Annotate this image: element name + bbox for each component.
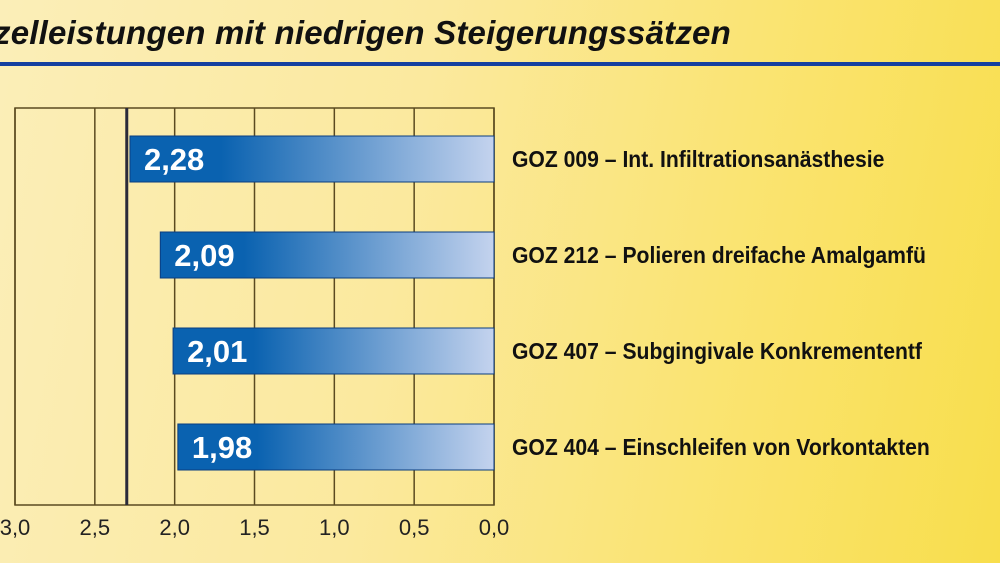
x-tick-label: 0,0 [479, 515, 510, 540]
category-label: GOZ 212 – Polieren dreifache Amalgamfü [512, 242, 926, 268]
category-label: GOZ 009 – Int. Infiltrationsanästhesie [512, 146, 884, 172]
x-tick-label: 2,5 [80, 515, 111, 540]
x-tick-label: 3,0 [0, 515, 30, 540]
bar [177, 423, 495, 471]
x-tick-label: 1,5 [239, 515, 270, 540]
chart-title: zelleistungen mit niedrigen Steigerungss… [0, 14, 731, 51]
x-tick-label: 1,0 [319, 515, 350, 540]
bar [159, 231, 495, 279]
bar-value-label: 2,09 [174, 238, 234, 273]
category-label: GOZ 404 – Einschleifen von Vorkontakten [512, 434, 930, 460]
bar-value-label: 2,01 [187, 334, 247, 369]
bar [129, 135, 495, 183]
category-label: GOZ 407 – Subgingivale Konkremententf [512, 338, 923, 364]
title-underline [0, 62, 1000, 66]
bar-value-label: 2,28 [144, 142, 204, 177]
bar [172, 327, 495, 375]
bar-value-label: 1,98 [192, 430, 252, 465]
x-tick-label: 0,5 [399, 515, 430, 540]
x-tick-label: 2,0 [159, 515, 190, 540]
